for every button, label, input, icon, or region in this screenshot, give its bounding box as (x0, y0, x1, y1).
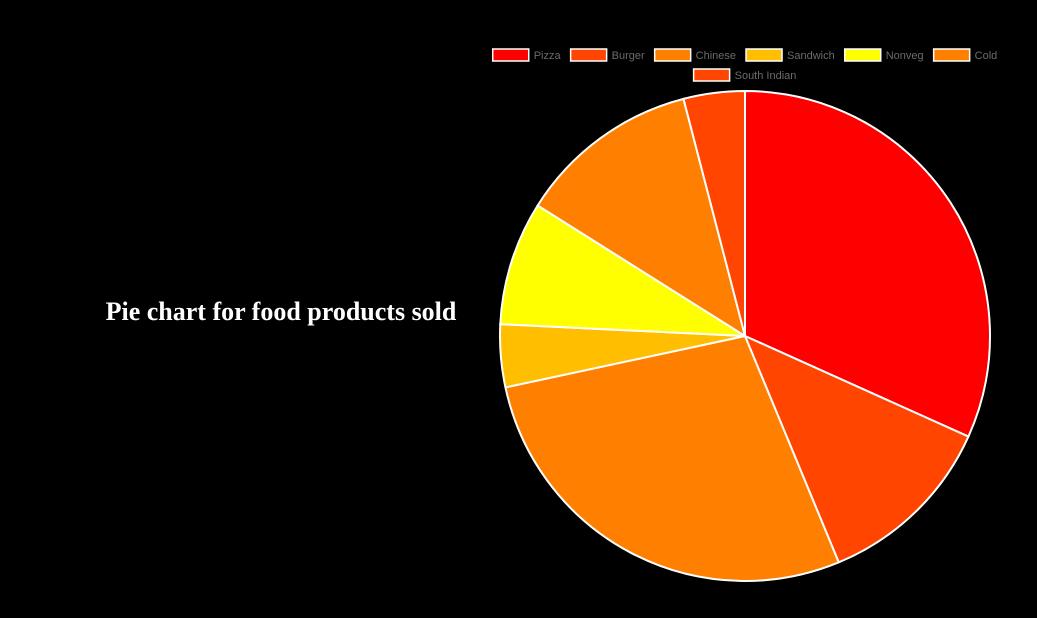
legend-label: Chinese (696, 50, 736, 62)
chart-legend: Pizza Burger Chinese Sandwich Nonveg Cold Sout… (491, 48, 998, 82)
pie-slice-pizza[interactable] (744, 89, 991, 438)
page-title: Pie chart for food products sold (105, 297, 457, 326)
pie-slices (499, 89, 991, 582)
legend-item-cold[interactable]: Cold (932, 48, 998, 62)
legend-item-south-indian[interactable]: South Indian (692, 68, 797, 82)
legend-swatch (692, 68, 731, 82)
legend-item-nonveg[interactable]: Nonveg (843, 48, 924, 62)
legend-swatch (569, 48, 608, 62)
legend-label: South Indian (735, 70, 797, 82)
pie-slice-chinese[interactable] (504, 334, 841, 582)
legend-item-burger[interactable]: Burger (569, 48, 645, 62)
legend-swatch (932, 48, 971, 62)
legend-label: Nonveg (886, 50, 924, 62)
legend-swatch (653, 48, 692, 62)
legend-swatch (745, 48, 783, 62)
legend-label: Sandwich (787, 50, 835, 62)
pie-slice-nonveg[interactable] (499, 204, 749, 338)
legend-label: Cold (975, 50, 998, 62)
legend-swatch (491, 48, 530, 62)
legend-item-chinese[interactable]: Chinese (653, 48, 736, 62)
legend-label: Pizza (534, 50, 562, 62)
pie-slice-burger[interactable] (743, 334, 970, 564)
legend-item-pizza[interactable]: Pizza (491, 48, 562, 62)
legend-label: Burger (612, 50, 645, 62)
pie-slice-south-indian[interactable] (682, 89, 746, 337)
pie-slice-cold[interactable] (536, 97, 747, 339)
legend-swatch (843, 48, 882, 62)
legend-item-sandwich[interactable]: Sandwich (745, 48, 835, 62)
